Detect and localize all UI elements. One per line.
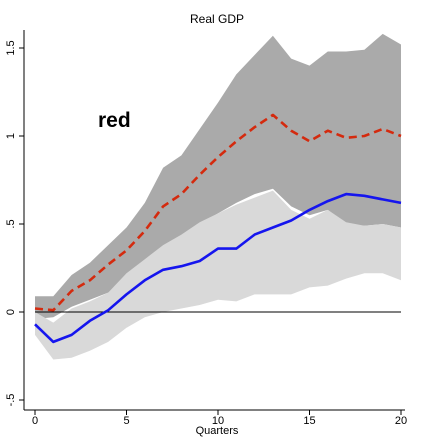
y-tick-label: 0 bbox=[5, 309, 17, 315]
y-tick-label: 1.5 bbox=[5, 40, 17, 55]
x-axis-ticks: 0 5 10 15 20 bbox=[32, 410, 407, 427]
confidence-bands bbox=[35, 33, 401, 360]
y-tick-label: 1 bbox=[5, 133, 17, 139]
x-tick-label: 0 bbox=[32, 415, 38, 427]
series-lines bbox=[34, 113, 402, 344]
series-line-2 bbox=[34, 192, 402, 344]
confidence-band-2 bbox=[35, 190, 401, 360]
x-tick-label: 15 bbox=[303, 415, 315, 427]
confidence-band-1 bbox=[35, 33, 401, 320]
x-tick-label: 20 bbox=[395, 415, 407, 427]
y-tick-label: -.5 bbox=[5, 394, 17, 407]
annotation-red: red bbox=[98, 109, 131, 132]
x-axis-label: Quarters bbox=[196, 425, 239, 437]
x-tick-label: 5 bbox=[123, 415, 129, 427]
y-axis-ticks: -.5 0 .5 1 1.5 bbox=[5, 40, 24, 406]
chart-title: Real GDP bbox=[190, 12, 244, 26]
x-tick-label: 10 bbox=[212, 415, 224, 427]
y-tick-label: .5 bbox=[5, 219, 17, 228]
series-line-1 bbox=[34, 113, 402, 312]
